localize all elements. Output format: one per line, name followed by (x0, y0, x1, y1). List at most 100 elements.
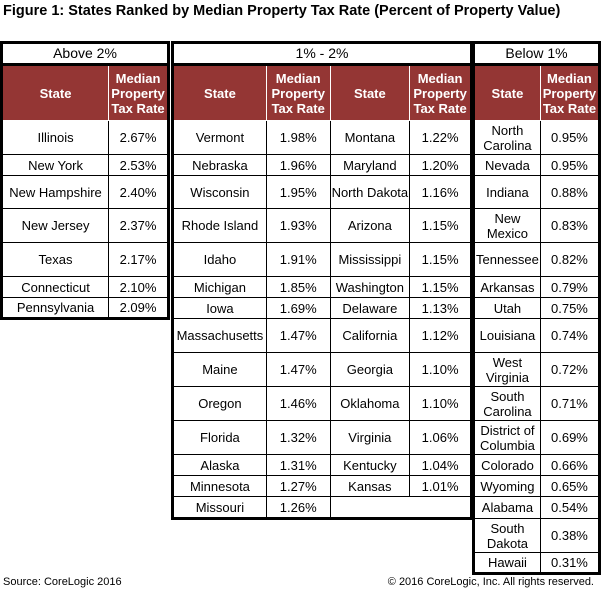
section-label: 1% - 2% (172, 42, 472, 66)
rate-cell: 0.95% (539, 120, 601, 155)
table-row: Alaska 1.31% Kentucky 1.04% (172, 454, 472, 476)
rate-cell: 1.15% (409, 242, 472, 277)
table-row: Iowa 1.69% Delaware 1.13% (172, 297, 472, 319)
rate-cell: 0.72% (539, 352, 601, 387)
state-cell: Louisiana (473, 318, 541, 353)
state-cell: Michigan (172, 276, 267, 298)
copyright: © 2016 CoreLogic, Inc. All rights reserv… (387, 576, 594, 588)
rate-header: Median Property Tax Rate (409, 64, 472, 121)
table-row: Wyoming 0.65% (473, 475, 601, 497)
state-cell: Washington (329, 276, 411, 298)
state-cell: Iowa (172, 297, 267, 319)
state-cell: North Dakota (329, 175, 411, 209)
table-row: Massachusetts 1.47% California 1.12% (172, 318, 472, 353)
state-cell: Alabama (473, 496, 541, 519)
state-header: State (329, 64, 411, 121)
rate-cell: 1.31% (265, 454, 331, 476)
state-cell: South Dakota (473, 518, 541, 553)
section-label: Below 1% (473, 42, 600, 66)
table-row: Alabama 0.54% (473, 496, 601, 519)
rate-cell: 0.95% (539, 154, 601, 176)
rate-cell: 1.15% (409, 208, 472, 243)
table-row: Connecticut 2.10% (0, 276, 169, 298)
table-row: Arkansas 0.79% (473, 276, 601, 298)
table-row: South Dakota 0.38% (473, 518, 601, 553)
state-cell: Kentucky (329, 454, 411, 476)
table-row: Utah 0.75% (473, 297, 601, 319)
state-cell: Virginia (329, 420, 411, 455)
rate-cell: 0.54% (539, 496, 601, 519)
rate-cell: 1.26% (265, 496, 331, 519)
rate-cell: 1.20% (409, 154, 472, 176)
state-cell: Missouri (172, 496, 267, 519)
table-row: Louisiana 0.74% (473, 318, 601, 353)
rate-cell: 0.82% (539, 242, 601, 277)
rate-cell: 1.95% (265, 175, 331, 209)
rate-cell: 2.53% (108, 154, 169, 176)
table-row: New Hampshire 2.40% (0, 175, 169, 209)
state-cell: Maine (172, 352, 267, 387)
rate-cell: 1.10% (409, 386, 472, 421)
state-cell: Oregon (172, 386, 267, 421)
table-row: Indiana 0.88% (473, 175, 601, 209)
rate-cell: 1.93% (265, 208, 331, 243)
rate-cell: 0.38% (539, 518, 601, 553)
rate-cell: 0.71% (539, 386, 601, 421)
rate-cell: 1.32% (265, 420, 331, 455)
state-header: State (473, 64, 541, 121)
state-cell: Montana (329, 120, 411, 155)
rate-cell: 2.17% (108, 242, 169, 277)
state-cell: Nevada (473, 154, 541, 176)
state-cell: California (329, 318, 411, 353)
state-cell: Georgia (329, 352, 411, 387)
rate-cell: 1.01% (409, 475, 472, 497)
rate-cell: 0.83% (539, 208, 601, 243)
rate-cell: 1.98% (265, 120, 331, 155)
table-row: Missouri 1.26% (172, 496, 472, 519)
empty-cell (330, 497, 471, 519)
rate-cell: 0.75% (539, 297, 601, 319)
state-cell: Texas (0, 242, 110, 277)
rate-header: Median Property Tax Rate (265, 64, 331, 121)
rate-cell: 1.47% (265, 318, 331, 353)
state-cell: Minnesota (172, 475, 267, 497)
table-row: North Carolina 0.95% (473, 120, 601, 155)
state-cell: Vermont (172, 120, 267, 155)
table-row: Oregon 1.46% Oklahoma 1.10% (172, 386, 472, 421)
table-row: New Jersey 2.37% (0, 208, 169, 243)
table-row: Nebraska 1.96% Maryland 1.20% (172, 154, 472, 176)
rate-cell: 1.22% (409, 120, 472, 155)
rate-cell: 1.12% (409, 318, 472, 353)
state-cell: Indiana (473, 175, 541, 209)
state-cell: Hawaii (473, 552, 541, 574)
state-cell: Wisconsin (172, 175, 267, 209)
rate-cell: 1.96% (265, 154, 331, 176)
table-row: District of Columbia 0.69% (473, 420, 601, 455)
figure-title: Figure 1: States Ranked by Median Proper… (3, 3, 561, 19)
state-cell: Connecticut (0, 276, 110, 298)
rate-cell: 0.31% (539, 552, 601, 574)
table-row: New Mexico 0.83% (473, 208, 601, 243)
state-cell: Florida (172, 420, 267, 455)
table-row: South Carolina 0.71% (473, 386, 601, 421)
rate-cell: 0.74% (539, 318, 601, 353)
state-header: State (172, 64, 267, 121)
rate-cell: 0.65% (539, 475, 601, 497)
state-cell: Pennsylvania (0, 297, 110, 319)
state-cell: Arkansas (473, 276, 541, 298)
table-row: Wisconsin 1.95% North Dakota 1.16% (172, 175, 472, 209)
state-cell: Massachusetts (172, 318, 267, 353)
state-cell: Oklahoma (329, 386, 411, 421)
state-cell: West Virginia (473, 352, 541, 387)
table-row: Pennsylvania 2.09% (0, 297, 169, 319)
table-row: Rhode Island 1.93% Arizona 1.15% (172, 208, 472, 243)
rate-cell: 2.37% (108, 208, 169, 243)
state-cell: New York (0, 154, 110, 176)
table-row: Illinois 2.67% (0, 120, 169, 155)
table-row: Florida 1.32% Virginia 1.06% (172, 420, 472, 455)
state-cell: Illinois (0, 120, 110, 155)
state-cell: North Carolina (473, 120, 541, 155)
rate-cell: 1.69% (265, 297, 331, 319)
rate-cell: 1.27% (265, 475, 331, 497)
rate-cell: 2.09% (108, 297, 169, 319)
